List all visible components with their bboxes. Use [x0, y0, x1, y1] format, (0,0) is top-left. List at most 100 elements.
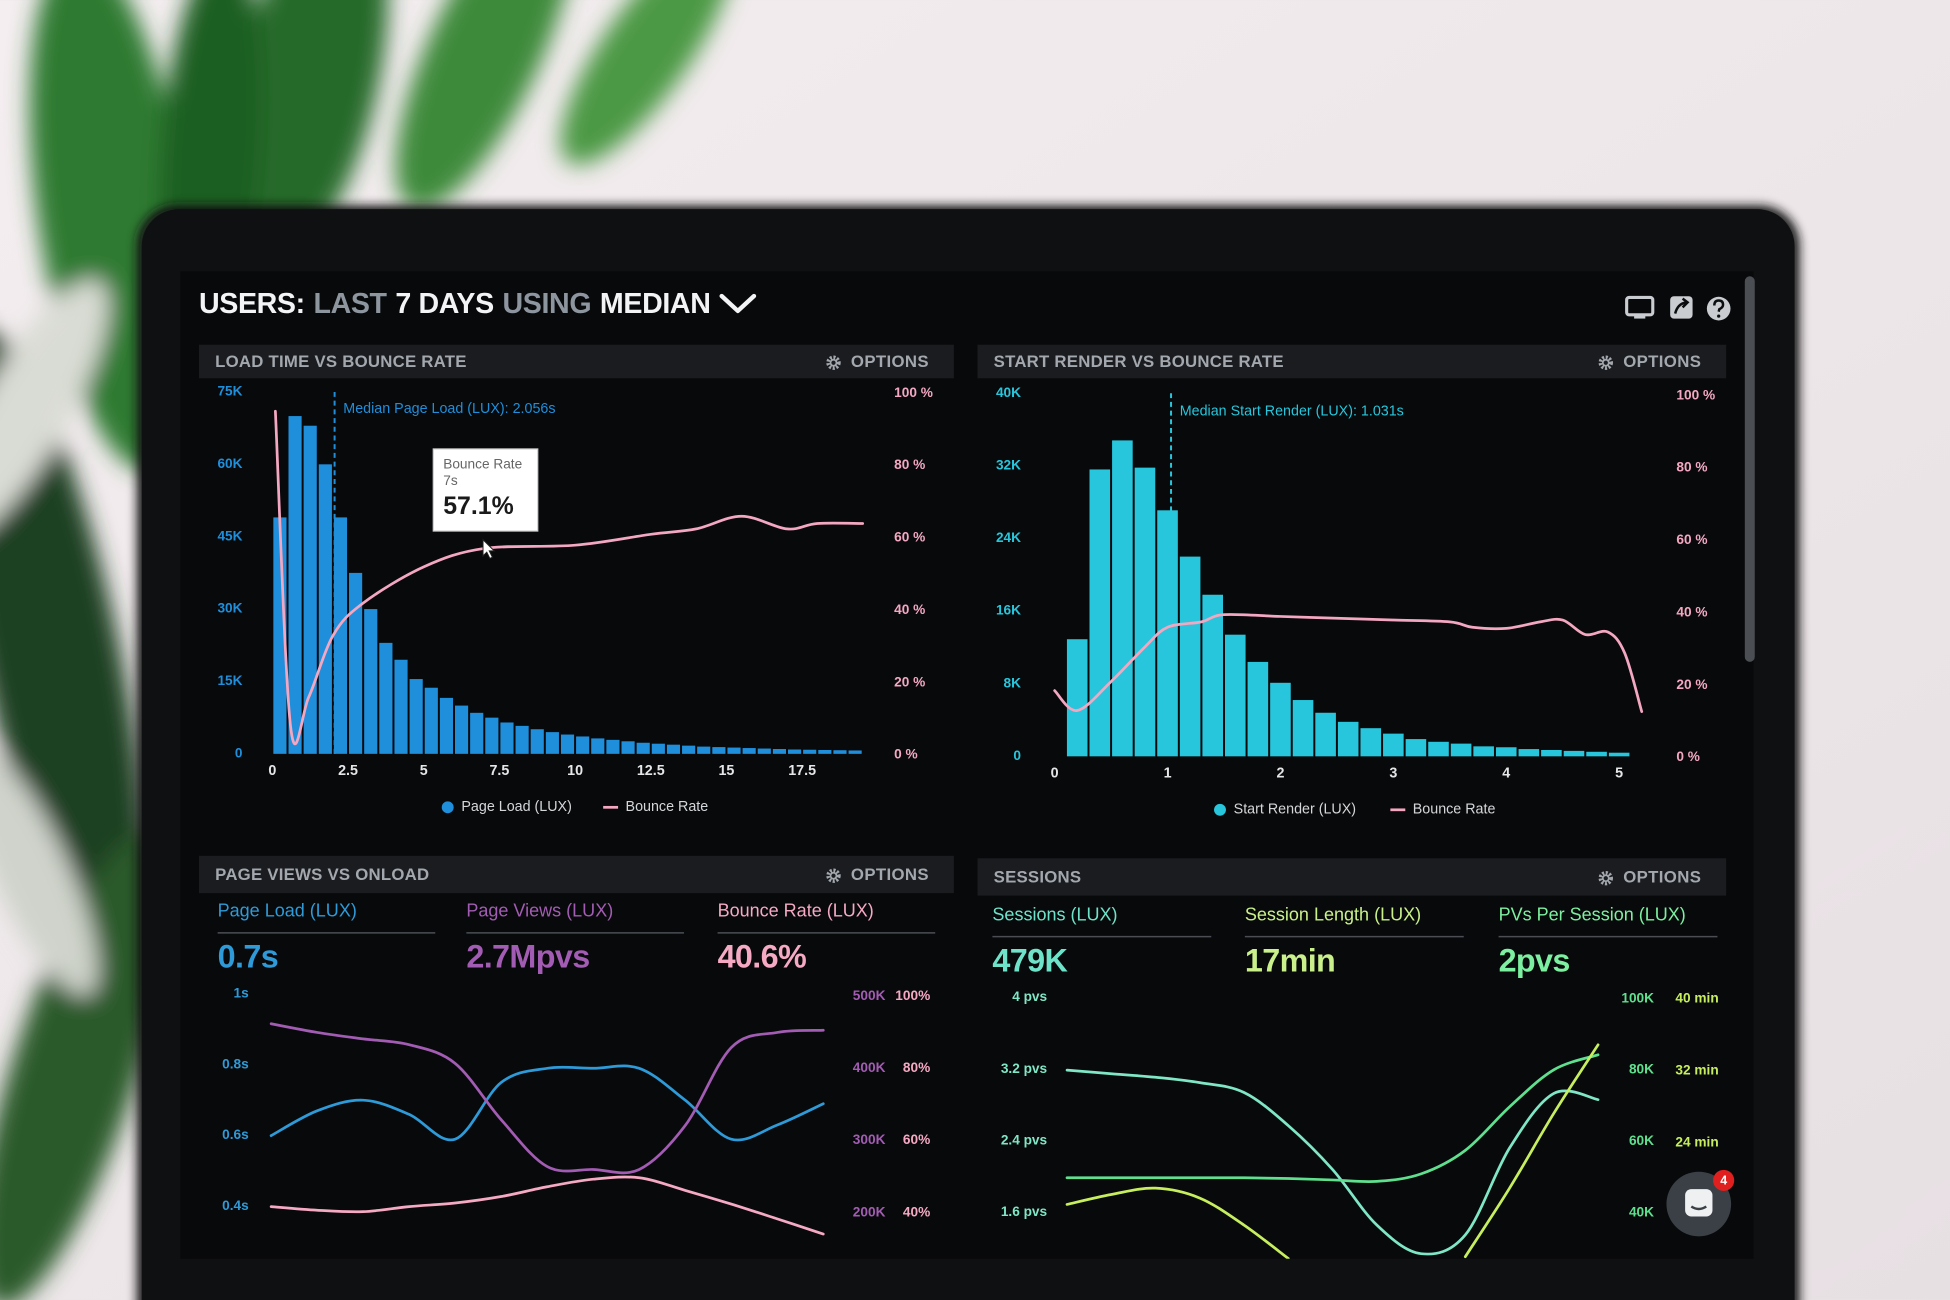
gear-icon-hub — [829, 358, 838, 367]
median-label: Median Start Render (LUX): 1.031s — [1180, 404, 1404, 420]
histogram-bar — [1473, 746, 1494, 757]
histogram-bar — [1541, 749, 1562, 757]
histogram-bar — [394, 659, 408, 754]
panel: LOAD TIME VS BOUNCE RATE OPTIONS 0 15K 30K 45… — [198, 344, 954, 815]
y-tick-label: 45K — [217, 528, 242, 543]
histogram-bar — [682, 745, 696, 754]
options-button[interactable]: OPTIONS — [1598, 868, 1702, 887]
histogram-bar — [651, 743, 665, 754]
y2-tick-label: 60 % — [1676, 532, 1707, 547]
y2-tick-label: 40 % — [1676, 604, 1707, 619]
histogram-bar — [318, 464, 332, 754]
y-tick-label: 3.2 pvs — [1001, 1061, 1048, 1076]
y2-tick-label: 400K — [853, 1060, 886, 1075]
y-tick-label: 8K — [1004, 675, 1022, 690]
y-tick-label: 2.4 pvs — [1001, 1132, 1048, 1147]
scrollbar[interactable] — [1744, 276, 1755, 662]
y-tick-label: 0.8s — [222, 1056, 249, 1071]
y-tick-label: 60K — [217, 456, 242, 471]
options-button[interactable]: OPTIONS — [1598, 352, 1702, 371]
histogram-bar — [1518, 749, 1540, 757]
x-tick-label: 5 — [420, 763, 428, 779]
histogram-bar — [818, 749, 832, 754]
y3-tick-label: 40% — [903, 1204, 930, 1219]
series-line — [1065, 1043, 1600, 1259]
y2-tick-label: 80K — [1629, 1062, 1654, 1077]
y2-tick-label: 300K — [853, 1132, 886, 1147]
y-tick-label: 15K — [217, 673, 242, 688]
screen — [180, 271, 1754, 1259]
help-icon[interactable] — [1706, 296, 1731, 321]
panel-title: SESSIONS — [994, 868, 1082, 887]
histogram-bar — [606, 739, 620, 754]
y-tick-label: 30K — [217, 601, 242, 616]
title-part: MEDIAN — [600, 287, 711, 319]
legend-label: Bounce Rate — [1413, 802, 1496, 818]
panel: SESSIONS OPTIONS 4 pvs 3.2 pvs 2.4 pvs 1.6 pv… — [977, 858, 1727, 1259]
histogram-bar — [1608, 752, 1630, 757]
dashboard-panels: LOAD TIME VS BOUNCE RATE OPTIONS015K30K45… — [198, 344, 1727, 1259]
y2-tick-label: 100K — [1621, 990, 1654, 1005]
histogram-bar — [1495, 747, 1517, 757]
x-tick-label: 17.5 — [788, 763, 816, 779]
histogram-bar — [1157, 510, 1178, 757]
histogram-bar — [772, 749, 786, 754]
histogram-bar — [1179, 556, 1201, 757]
histogram-bar — [591, 738, 605, 754]
panel-header — [977, 858, 1727, 896]
histogram-bar — [470, 712, 484, 754]
histogram-bar — [787, 749, 802, 754]
monitor-icon[interactable] — [1625, 295, 1655, 319]
histogram-bar — [303, 425, 317, 754]
tooltip-title: Bounce Rate — [443, 457, 522, 472]
histogram-bar — [636, 742, 650, 754]
share-icon[interactable] — [1670, 296, 1693, 319]
legend-label: Page Load (LUX) — [461, 799, 571, 815]
options-button[interactable]: OPTIONS — [826, 865, 929, 884]
histogram-bar — [349, 572, 363, 754]
y-tick-label: 75K — [217, 384, 242, 399]
y2-tick-label: 200K — [853, 1204, 886, 1219]
histogram-bar — [1112, 440, 1133, 757]
x-tick-label: 5 — [1615, 766, 1623, 782]
series-line — [269, 1022, 825, 1175]
histogram-bar — [288, 416, 302, 754]
chat-widget[interactable]: 4 — [1666, 1169, 1735, 1237]
x-tick-label: 1 — [1164, 766, 1172, 782]
x-tick-label: 2 — [1276, 766, 1284, 782]
y-tick-label: 40K — [996, 385, 1021, 400]
stat-name: Page Load (LUX) — [218, 901, 357, 921]
y-tick-label: 4 pvs — [1012, 989, 1047, 1004]
series-line — [274, 409, 865, 746]
options-button[interactable]: OPTIONS — [826, 352, 929, 371]
y-tick-label: 16K — [996, 603, 1021, 618]
y2-tick-label: 100 % — [894, 385, 933, 400]
title-part: 7 DAYS — [395, 287, 493, 319]
options-label: OPTIONS — [1623, 352, 1701, 371]
dropdown-chevron[interactable] — [719, 293, 757, 314]
histogram-bar — [727, 747, 741, 754]
x-tick-label: 3 — [1389, 766, 1397, 782]
y2-tick-label: 20 % — [894, 674, 925, 689]
histogram-bar — [485, 717, 499, 754]
gear-icon — [1598, 355, 1613, 370]
histogram-bar — [500, 722, 514, 754]
y2-tick-label: 0 % — [894, 747, 918, 762]
y3-tick-label: 24 min — [1675, 1135, 1718, 1150]
histogram-bar — [1360, 728, 1382, 757]
histogram-bar — [1315, 712, 1336, 757]
gear-icon-hub — [829, 871, 838, 880]
histogram-bar — [424, 687, 438, 754]
stat-name: Page Views (LUX) — [466, 901, 613, 921]
histogram-bar — [742, 748, 756, 754]
legend-label: Bounce Rate — [626, 799, 709, 815]
tooltip-x: 7s — [443, 473, 458, 488]
histogram-bar — [803, 749, 817, 754]
histogram-bar — [1134, 467, 1156, 757]
panel-title: PAGE VIEWS VS ONLOAD — [215, 865, 429, 884]
stat-value: 479K — [992, 942, 1068, 978]
notification-badge: 4 — [1720, 1173, 1727, 1187]
histogram-bar — [1224, 634, 1246, 757]
series-line — [269, 1175, 825, 1236]
tooltip-value: 57.1% — [443, 492, 513, 520]
